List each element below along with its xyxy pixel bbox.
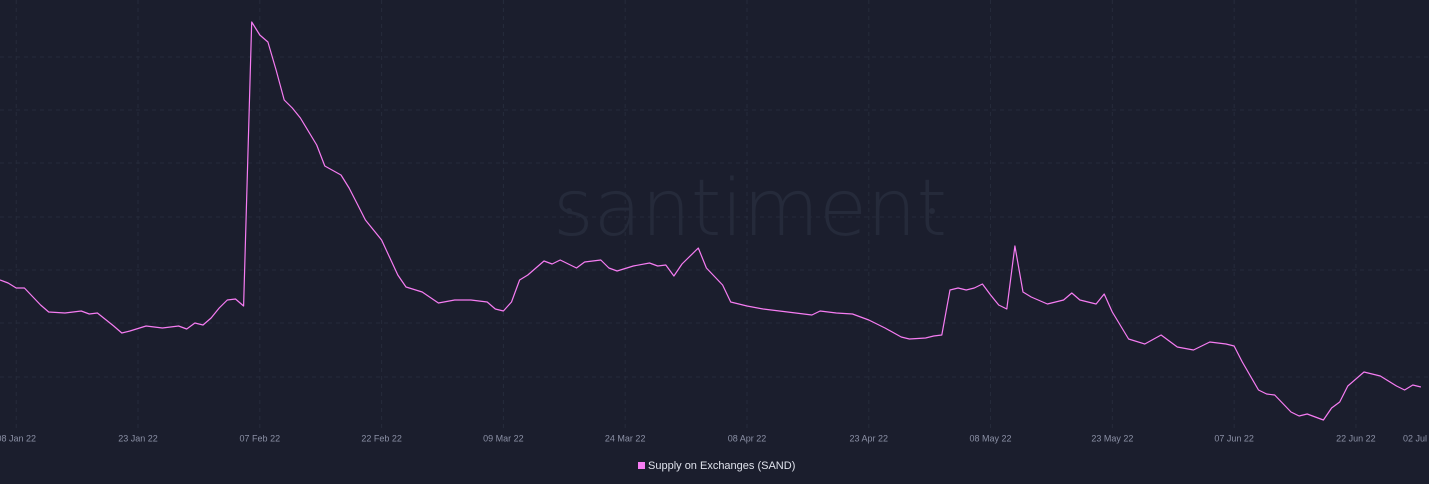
series-line (0, 21, 1422, 421)
watermark-dot (929, 208, 935, 214)
x-tick-label: 24 Mar 22 (605, 433, 646, 443)
x-tick-label: 23 Apr 22 (850, 433, 889, 443)
legend-swatch (638, 462, 645, 469)
x-tick-label: 09 Mar 22 (483, 433, 524, 443)
legend-label: Supply on Exchanges (SAND) (648, 460, 795, 472)
x-tick-label: 07 Feb 22 (240, 433, 281, 443)
x-tick-label: 02 Jul (1403, 433, 1427, 443)
x-tick-label: 08 May 22 (970, 433, 1012, 443)
x-tick-label: 08 Apr 22 (728, 433, 767, 443)
x-tick-label: 07 Jun 22 (1214, 433, 1254, 443)
watermark-dot (566, 208, 572, 214)
x-tick-label: 22 Jun 22 (1336, 433, 1376, 443)
watermark: santiment (553, 164, 947, 254)
x-tick-label: 23 Jan 22 (118, 433, 158, 443)
x-tick-label: 22 Feb 22 (361, 433, 402, 443)
horizontal-grid (0, 56, 1429, 378)
x-tick-label: 08 Jan 22 (0, 433, 36, 443)
x-tick-label: 23 May 22 (1091, 433, 1133, 443)
